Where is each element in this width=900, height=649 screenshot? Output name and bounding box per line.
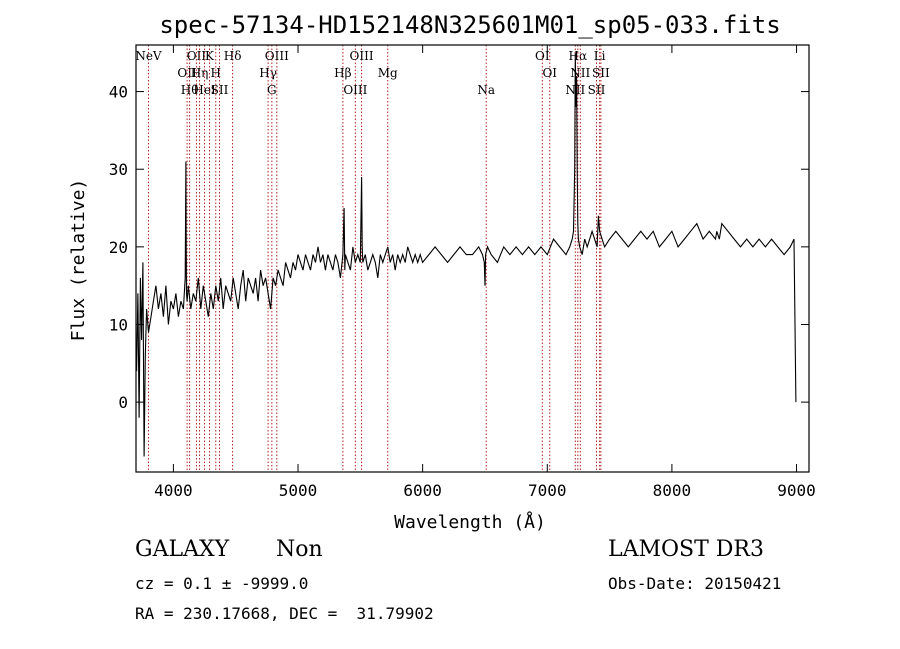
coordinates-text: RA = 230.17668, DEC = 31.79902 <box>135 604 434 623</box>
line-marker-label: OIII <box>350 49 374 63</box>
object-subclass-label: Non <box>276 537 323 562</box>
redshift-text: cz = 0.1 ± -9999.0 <box>135 574 309 593</box>
line-marker-label: SII <box>592 66 610 80</box>
chart-title: spec-57134-HD152148N325601M01_sp05-033.f… <box>159 11 780 39</box>
axes-layer: 4000 5000 6000 7000 8000 9000 0 10 20 30 40 <box>109 45 816 500</box>
line-marker-label: K <box>205 49 215 63</box>
y-tick-label: 30 <box>109 160 128 179</box>
plot-frame <box>135 44 810 473</box>
x-axis-label: Wavelength (Å) <box>394 511 546 533</box>
x-tick-label: 9000 <box>777 481 816 500</box>
y-tick-label: 0 <box>118 393 128 412</box>
line-marker-label: NeV <box>135 49 162 63</box>
line-marker-label: Mg <box>378 66 398 80</box>
line-marker-label: Li <box>594 49 606 63</box>
line-marker-label: Hγ <box>259 66 277 80</box>
line-marker-label: Hδ <box>224 49 242 63</box>
line-marker-label: OII <box>187 49 207 63</box>
emission-lines-layer: NeVOIIHθOIIHηHeIKHSIIHδHγGOIIIHβOIIIOIII… <box>135 45 610 472</box>
line-marker-label: OI <box>542 66 557 80</box>
line-marker-label: NII <box>570 66 590 80</box>
y-tick-label: 40 <box>109 83 128 102</box>
y-axis-label: Flux (relative) <box>68 179 89 342</box>
observation-date-text: Obs-Date: 20150421 <box>608 574 782 593</box>
line-marker-label: OII <box>177 66 197 80</box>
x-tick-label: 7000 <box>528 481 567 500</box>
y-tick-label: 10 <box>109 315 128 334</box>
line-marker-label: Hβ <box>334 66 351 80</box>
line-marker-label: SII <box>211 83 229 97</box>
line-marker-label: OIII <box>265 49 289 63</box>
spectrum-series-layer <box>136 52 797 457</box>
line-marker-label: OI <box>535 49 550 63</box>
x-tick-label: 6000 <box>403 481 442 500</box>
line-marker-label: Hα <box>569 49 588 63</box>
line-marker-label: H <box>211 66 221 80</box>
line-marker-label: OIII <box>343 83 367 97</box>
line-marker-label: Na <box>477 83 495 97</box>
line-marker-label: SII <box>588 83 606 97</box>
object-class-label: GALAXY <box>135 537 230 562</box>
line-marker-label: Hη <box>191 66 209 80</box>
line-marker-label: G <box>267 83 277 97</box>
y-tick-label: 20 <box>109 238 128 257</box>
x-tick-label: 5000 <box>279 481 318 500</box>
x-tick-label: 4000 <box>154 481 193 500</box>
spectrum-line <box>136 52 797 457</box>
x-tick-label: 8000 <box>653 481 692 500</box>
survey-label: LAMOST DR3 <box>608 537 764 562</box>
line-marker-label: HeI <box>193 83 216 97</box>
line-marker-label: Hθ <box>181 83 199 97</box>
